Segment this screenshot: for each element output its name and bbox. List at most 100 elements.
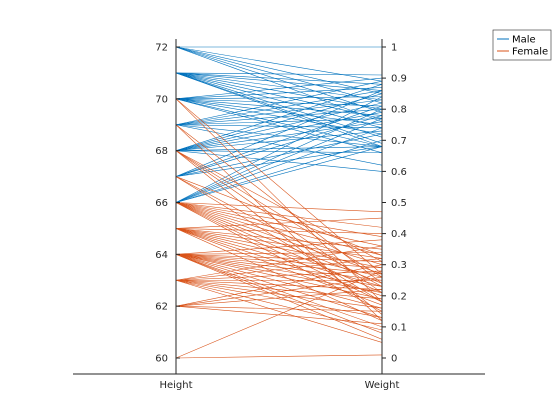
series-0-line-20 xyxy=(175,98,383,116)
series-1-line-33 xyxy=(175,251,383,255)
series-0-line-34 xyxy=(175,93,383,151)
series-0-line-27 xyxy=(175,99,383,126)
series-0-line-14 xyxy=(175,72,383,144)
series-1-line-12 xyxy=(175,202,383,228)
series-1-line-39 xyxy=(175,254,383,293)
series-1-line-36 xyxy=(175,254,383,275)
series-1-line-58 xyxy=(175,289,383,307)
series-1-line-29 xyxy=(175,228,383,297)
series-1-line-0 xyxy=(175,98,383,275)
axis-name-0: Height xyxy=(159,380,192,391)
axis-0-tick-label-6: 72 xyxy=(155,43,168,54)
series-0-line-23 xyxy=(175,98,383,147)
series-0-line-3 xyxy=(175,46,383,104)
axis-1-tick-label-10: 1 xyxy=(391,43,397,54)
series-0-line-30 xyxy=(175,124,383,129)
series-1-line-31 xyxy=(175,228,383,321)
chart-lines xyxy=(175,46,383,359)
series-0-line-28 xyxy=(175,108,383,126)
series-1-line-48 xyxy=(175,270,383,281)
series-1-line-35 xyxy=(175,254,383,269)
series-1-line-19 xyxy=(175,202,383,293)
axis-1-tick-label-1: 0.1 xyxy=(391,322,407,333)
series-0-line-42 xyxy=(175,90,383,177)
series-1-line-57 xyxy=(175,276,383,307)
series-1-line-37 xyxy=(175,254,383,281)
series-0-line-49 xyxy=(175,118,383,203)
series-1-line-44 xyxy=(175,254,383,334)
series-0-line-41 xyxy=(175,150,383,172)
series-1-line-52 xyxy=(175,279,383,309)
series-0-line-47 xyxy=(175,96,383,203)
axis-1-tick-label-5: 0.5 xyxy=(391,198,407,209)
series-0-line-48 xyxy=(175,108,383,203)
series-1-line-26 xyxy=(175,228,383,269)
series-1-line-43 xyxy=(175,254,383,328)
series-0-line-43 xyxy=(175,105,383,177)
series-1-line-14 xyxy=(175,202,383,247)
series-0-line-51 xyxy=(175,140,383,203)
series-1-line-18 xyxy=(175,202,383,284)
series-1-line-15 xyxy=(175,202,383,256)
legend-label-0: Male xyxy=(512,35,536,46)
series-0-line-52 xyxy=(175,146,383,203)
series-1-line-62 xyxy=(175,354,383,359)
series-0-line-2 xyxy=(175,46,383,94)
series-1-line-60 xyxy=(175,305,383,325)
series-0-line-32 xyxy=(175,124,383,166)
axis-0-tick-label-2: 64 xyxy=(155,250,168,261)
series-1-line-34 xyxy=(175,254,383,262)
series-1-line-4 xyxy=(175,150,383,262)
series-1-line-40 xyxy=(175,254,383,300)
series-1-line-38 xyxy=(175,254,383,287)
series-1-line-32 xyxy=(175,239,383,255)
series-1-line-27 xyxy=(175,228,383,278)
series-1-line-9 xyxy=(175,176,383,287)
series-1-line-51 xyxy=(175,279,383,300)
axis-0-tick-label-5: 70 xyxy=(155,94,168,105)
series-1-line-46 xyxy=(175,245,383,281)
series-1-line-54 xyxy=(175,279,383,331)
series-0-line-18 xyxy=(175,96,383,100)
series-1-line-61 xyxy=(175,270,383,359)
axis-1-tick-label-7: 0.7 xyxy=(391,136,407,147)
series-0-line-16 xyxy=(175,77,383,100)
axis-1-tick-label-4: 0.4 xyxy=(391,229,407,240)
series-0-line-8 xyxy=(175,72,383,91)
series-1-line-59 xyxy=(175,305,383,312)
series-1-line-56 xyxy=(175,264,383,307)
axis-0-tick-label-0: 60 xyxy=(155,354,168,365)
series-0-line-33 xyxy=(175,84,383,151)
axis-1-tick-label-0: 0 xyxy=(391,354,397,365)
series-0-line-29 xyxy=(175,118,383,126)
series-1-line-7 xyxy=(175,150,383,315)
series-1-line-22 xyxy=(175,217,383,229)
series-0-line-50 xyxy=(175,127,383,203)
series-0-line-4 xyxy=(175,46,383,113)
series-0-line-6 xyxy=(175,72,383,76)
series-0-line-36 xyxy=(175,112,383,151)
series-1-line-50 xyxy=(175,279,383,290)
series-1-line-3 xyxy=(175,124,383,321)
series-0-line-26 xyxy=(175,90,383,126)
series-0-line-7 xyxy=(175,72,383,85)
legend-label-1: Female xyxy=(512,47,548,58)
series-1-line-47 xyxy=(175,258,383,281)
axis-0-tick-label-1: 62 xyxy=(155,302,168,313)
axis-1-tick-label-8: 0.8 xyxy=(391,105,407,116)
series-1-line-11 xyxy=(175,202,383,213)
series-1-line-13 xyxy=(175,202,383,238)
axis-0-tick-label-3: 66 xyxy=(155,198,168,209)
series-1-line-45 xyxy=(175,254,383,340)
series-1-line-5 xyxy=(175,150,383,278)
series-0-line-24 xyxy=(175,98,383,154)
series-0-line-38 xyxy=(175,130,383,151)
series-1-line-25 xyxy=(175,228,383,259)
series-1-line-16 xyxy=(175,202,383,265)
series-1-line-24 xyxy=(175,228,383,250)
legend-box xyxy=(492,29,552,61)
series-0-line-37 xyxy=(175,121,383,151)
series-1-line-42 xyxy=(175,254,383,318)
series-1-line-21 xyxy=(175,202,383,312)
